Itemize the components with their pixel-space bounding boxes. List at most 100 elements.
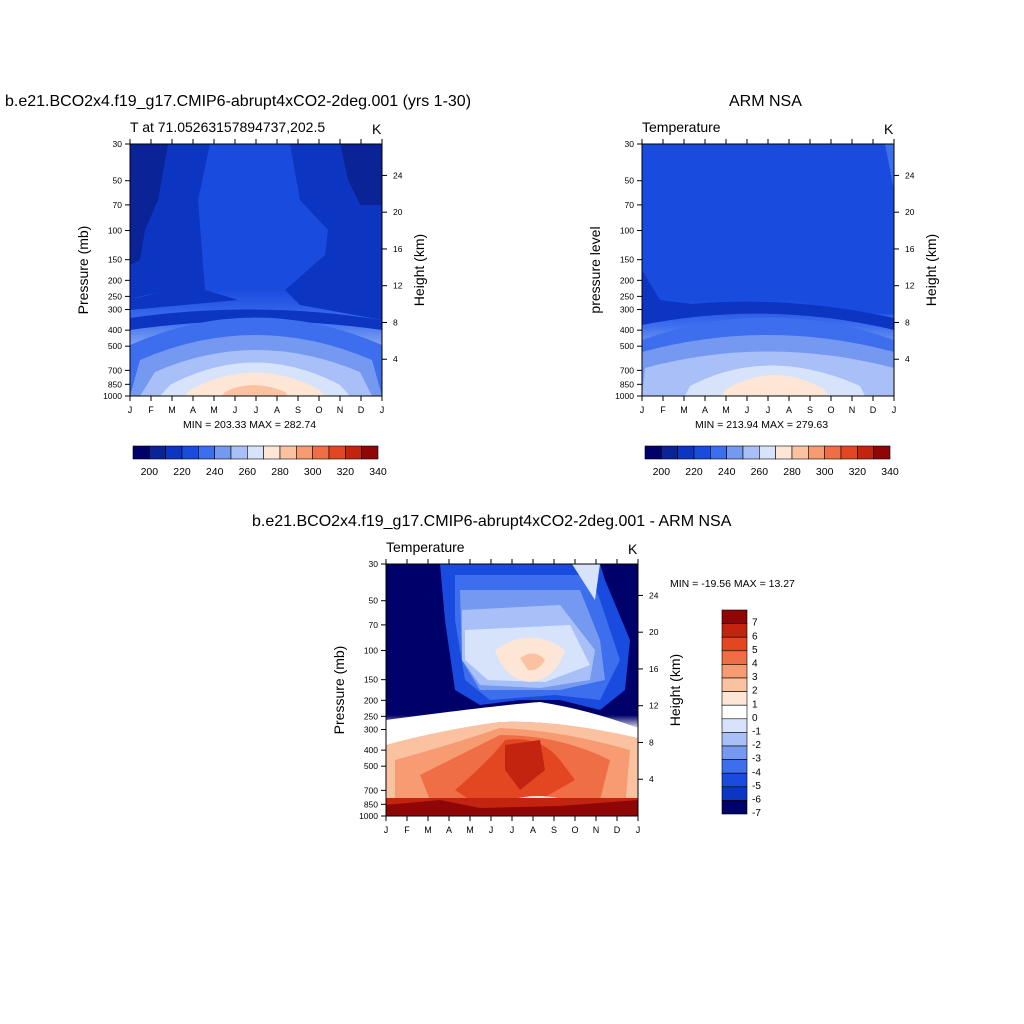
colorbar-box xyxy=(775,445,793,460)
y-tick-label: 500 xyxy=(364,761,378,771)
panel3-ylabel: Pressure (mb) xyxy=(331,645,347,735)
y-tick-label: 150 xyxy=(620,255,634,265)
height-tick-label: 16 xyxy=(393,244,403,254)
colorbar-label: 260 xyxy=(751,466,769,478)
x-tick-label: J xyxy=(380,405,385,415)
colorbar3-box xyxy=(721,650,748,665)
y-tick-label: 850 xyxy=(620,379,634,389)
y-tick-label: 50 xyxy=(369,596,379,606)
y-tick-label: 1000 xyxy=(359,811,378,821)
colorbar3-box xyxy=(721,609,748,624)
colorbar3-label: 6 xyxy=(752,631,758,642)
y-tick-label: 200 xyxy=(364,695,378,705)
colorbar3-box xyxy=(721,677,748,692)
height-tick-label: 4 xyxy=(649,774,654,784)
x-tick-label: D xyxy=(614,825,621,835)
colorbar-box xyxy=(824,445,842,460)
y-tick-label: 30 xyxy=(369,559,379,569)
colorbar3-label: 0 xyxy=(752,713,758,724)
height-tick-label: 16 xyxy=(905,244,915,254)
panel2-field xyxy=(642,144,894,396)
colorbar3-label: 2 xyxy=(752,686,758,697)
x-tick-label: M xyxy=(722,405,730,415)
panel3-left-string: Temperature xyxy=(386,539,465,555)
x-tick-label: F xyxy=(660,405,666,415)
height-tick-label: 12 xyxy=(649,701,659,711)
colorbar3-box xyxy=(721,732,748,747)
y-tick-label: 250 xyxy=(364,711,378,721)
x-tick-label: N xyxy=(849,405,856,415)
colorbar-box xyxy=(661,445,678,460)
colorbar-label: 220 xyxy=(173,466,191,478)
y-tick-label: 200 xyxy=(620,275,634,285)
height-tick-label: 4 xyxy=(393,354,398,364)
panel2-left-string: Temperature xyxy=(642,119,721,135)
colorbar-label: 200 xyxy=(141,466,159,478)
colorbar-box xyxy=(710,445,727,460)
colorbar-box xyxy=(181,445,199,460)
colorbar3-box xyxy=(721,759,748,774)
colorbar-label: 320 xyxy=(337,466,355,478)
panel3-right-label: Height (km) xyxy=(667,653,683,727)
x-tick-label: A xyxy=(530,825,536,835)
colorbar3-box xyxy=(721,745,748,760)
panel1-right-label: Height (km) xyxy=(411,233,427,307)
y-tick-label: 150 xyxy=(364,675,378,685)
colorbar3-box xyxy=(721,623,748,638)
y-tick-label: 70 xyxy=(113,200,123,210)
x-tick-label: J xyxy=(510,825,515,835)
y-tick-label: 100 xyxy=(108,226,122,236)
colorbar3-box xyxy=(721,800,748,815)
colorbar-box xyxy=(296,445,313,460)
colorbar-box xyxy=(149,445,166,460)
colorbar-box xyxy=(873,445,891,460)
panel2-stats: MIN = 213.94 MAX = 279.63 xyxy=(695,419,829,431)
height-tick-label: 24 xyxy=(905,170,915,180)
colorbar-box xyxy=(857,445,874,460)
panel1-field xyxy=(130,144,382,396)
x-tick-label: J xyxy=(233,405,238,415)
x-tick-label: J xyxy=(489,825,494,835)
colorbar3-box xyxy=(721,718,748,733)
colorbar-box xyxy=(677,445,695,460)
colorbar-box xyxy=(791,445,809,460)
colorbar-box xyxy=(198,445,215,460)
y-tick-label: 300 xyxy=(364,724,378,734)
panel1-title: b.e21.BCO2x4.f19_g17.CMIP6-abrupt4xCO2-2… xyxy=(5,93,472,110)
colorbar3-box xyxy=(721,786,748,801)
colorbar-box xyxy=(345,445,362,460)
y-tick-label: 50 xyxy=(625,176,635,186)
colorbar3-label: -6 xyxy=(752,795,761,806)
x-tick-label: N xyxy=(337,405,344,415)
panel2-right-label: Height (km) xyxy=(923,233,939,307)
colorbar-box xyxy=(328,445,346,460)
height-tick-label: 8 xyxy=(649,737,654,747)
x-tick-label: O xyxy=(827,405,834,415)
colorbar3-label: -2 xyxy=(752,740,761,751)
colorbar3-label: 4 xyxy=(752,659,758,670)
colorbar-box xyxy=(742,445,760,460)
x-tick-label: F xyxy=(148,405,154,415)
colorbar3-label: 3 xyxy=(752,672,758,683)
height-tick-label: 8 xyxy=(393,317,398,327)
x-tick-label: D xyxy=(358,405,365,415)
colorbar3-label: 5 xyxy=(752,645,758,656)
x-tick-label: J xyxy=(892,405,897,415)
y-tick-label: 300 xyxy=(108,304,122,314)
panel1-units: K xyxy=(372,121,382,137)
y-tick-label: 400 xyxy=(108,325,122,335)
y-tick-label: 400 xyxy=(364,745,378,755)
colorbar-box xyxy=(726,445,744,460)
y-tick-label: 1000 xyxy=(615,391,634,401)
colorbar3-box xyxy=(721,664,748,679)
y-tick-label: 200 xyxy=(108,275,122,285)
x-tick-label: A xyxy=(702,405,708,415)
colorbar3-label: -3 xyxy=(752,754,761,765)
colorbar3-label: -4 xyxy=(752,767,761,778)
height-tick-label: 4 xyxy=(905,354,910,364)
colorbar3-label: 1 xyxy=(752,699,758,710)
colorbar-box xyxy=(247,445,264,460)
x-tick-label: J xyxy=(640,405,645,415)
colorbar3-label: -1 xyxy=(752,727,761,738)
